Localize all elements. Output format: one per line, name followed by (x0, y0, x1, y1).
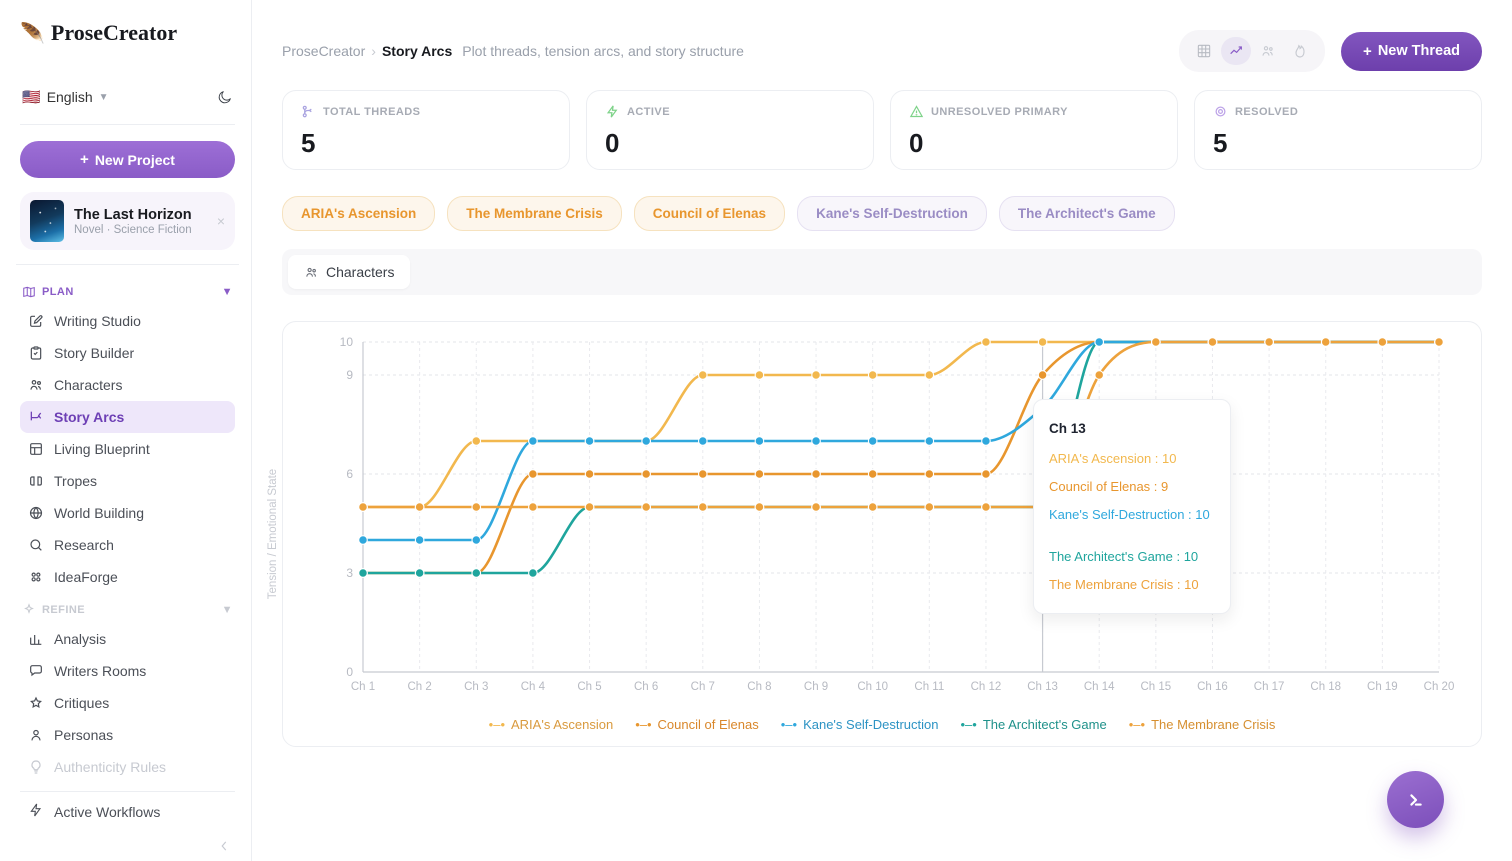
svg-text:0: 0 (346, 665, 353, 679)
svg-text:Ch 11: Ch 11 (914, 681, 944, 693)
svg-text:Ch 20: Ch 20 (1424, 681, 1455, 693)
svg-text:Ch 15: Ch 15 (1140, 681, 1171, 693)
svg-text:9: 9 (346, 368, 353, 382)
svg-text:Ch 12: Ch 12 (971, 681, 1002, 693)
svg-text:Ch 10: Ch 10 (857, 681, 888, 693)
svg-text:Ch 16: Ch 16 (1197, 681, 1228, 693)
svg-text:Ch 19: Ch 19 (1367, 681, 1398, 693)
svg-text:10: 10 (340, 335, 354, 349)
svg-text:Ch 9: Ch 9 (804, 681, 828, 693)
svg-text:Ch 14: Ch 14 (1084, 681, 1115, 693)
svg-text:3: 3 (346, 566, 353, 580)
svg-text:Ch 6: Ch 6 (634, 681, 658, 693)
svg-text:6: 6 (346, 467, 353, 481)
svg-text:Ch 8: Ch 8 (747, 681, 771, 693)
svg-text:Ch 13: Ch 13 (1027, 681, 1058, 693)
svg-text:Ch 5: Ch 5 (577, 681, 601, 693)
svg-text:Ch 7: Ch 7 (691, 681, 715, 693)
svg-text:Ch 4: Ch 4 (521, 681, 546, 693)
svg-text:Ch 1: Ch 1 (351, 681, 375, 693)
svg-text:Ch 17: Ch 17 (1254, 681, 1285, 693)
svg-text:Ch 18: Ch 18 (1310, 681, 1341, 693)
svg-text:Ch 3: Ch 3 (464, 681, 488, 693)
svg-text:Ch 2: Ch 2 (407, 681, 431, 693)
